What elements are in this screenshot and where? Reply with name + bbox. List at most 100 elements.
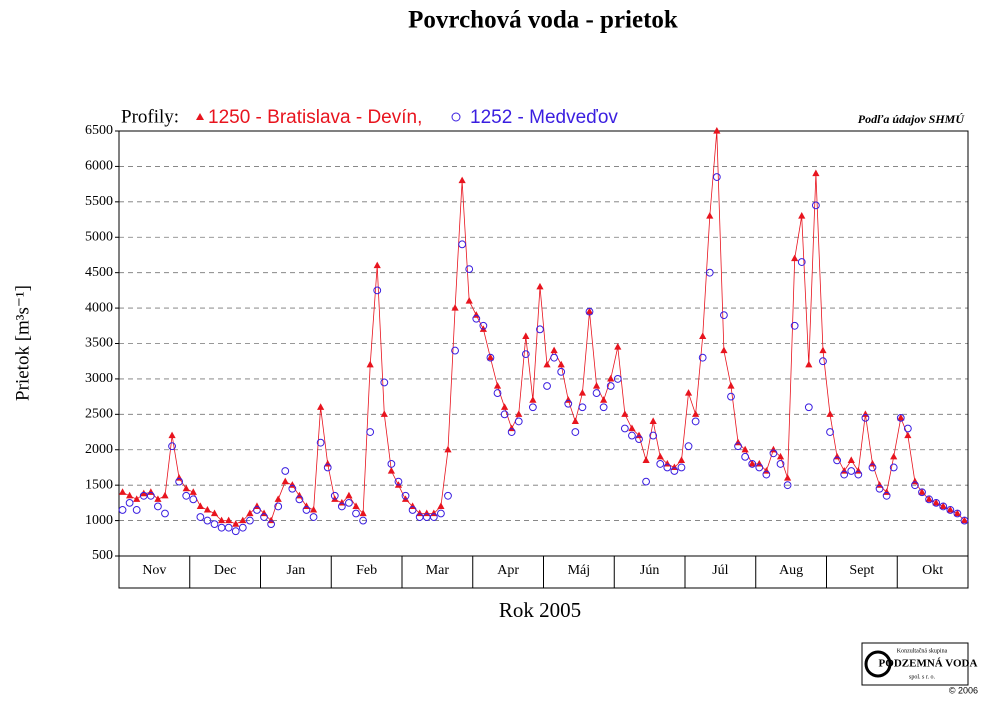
data-point xyxy=(939,502,947,510)
data-point xyxy=(833,456,842,465)
data-point xyxy=(939,502,948,511)
data-point xyxy=(196,513,205,521)
data-point xyxy=(656,460,665,468)
x-tick-label: Okt xyxy=(922,563,943,578)
x-tick-label: Mar xyxy=(426,563,450,578)
data-point xyxy=(932,498,941,507)
data-point xyxy=(345,491,353,499)
data-point xyxy=(515,410,523,417)
data-point xyxy=(705,268,714,277)
data-point xyxy=(260,513,268,521)
y-tick-label: 500 xyxy=(92,548,113,563)
data-point xyxy=(734,442,742,451)
data-point xyxy=(154,495,162,502)
data-point xyxy=(458,240,467,249)
data-point xyxy=(882,491,891,500)
data-point xyxy=(918,488,926,495)
data-point xyxy=(217,523,226,532)
data-point xyxy=(649,417,657,425)
data-point xyxy=(571,417,579,425)
data-point xyxy=(776,452,785,460)
data-point xyxy=(628,431,636,440)
data-point xyxy=(804,403,813,412)
data-point xyxy=(486,353,495,362)
data-point xyxy=(543,382,551,390)
data-point xyxy=(444,445,452,453)
data-point xyxy=(281,467,290,475)
data-point xyxy=(528,403,537,412)
data-point xyxy=(599,403,608,412)
logo-text: spol. s r. o. xyxy=(909,674,936,680)
data-point xyxy=(946,505,954,513)
data-point xyxy=(387,460,396,468)
legend-label: 1250 - Bratislava - Devín, xyxy=(208,107,422,128)
data-point xyxy=(720,346,728,354)
data-point xyxy=(429,513,438,521)
data-point xyxy=(493,389,502,397)
data-point xyxy=(500,410,509,419)
data-point xyxy=(607,374,615,382)
data-point xyxy=(861,413,870,422)
data-point xyxy=(146,491,155,500)
x-tick-label: Júl xyxy=(712,563,728,578)
data-point xyxy=(592,389,601,397)
data-point xyxy=(189,488,197,495)
data-point xyxy=(288,484,297,493)
data-point xyxy=(231,527,240,536)
data-point xyxy=(238,523,247,532)
y-tick-label: 3500 xyxy=(85,336,113,351)
data-point xyxy=(168,431,176,439)
data-point xyxy=(642,477,650,486)
data-point xyxy=(373,286,382,295)
data-point xyxy=(161,509,169,518)
data-point xyxy=(663,463,672,472)
data-point xyxy=(239,516,247,524)
data-point xyxy=(868,463,877,472)
data-point xyxy=(514,417,523,426)
data-point xyxy=(394,481,403,488)
data-point xyxy=(210,509,219,517)
data-point xyxy=(727,392,735,401)
data-point xyxy=(359,516,367,525)
data-point xyxy=(953,509,962,518)
data-point xyxy=(337,502,346,511)
data-point xyxy=(232,520,240,527)
data-point xyxy=(854,470,863,479)
data-point xyxy=(203,516,212,525)
data-point xyxy=(847,456,855,463)
data-point xyxy=(161,491,169,499)
data-point xyxy=(465,297,473,304)
logo-text: Konzultačná skupina xyxy=(897,648,948,654)
data-point xyxy=(783,474,792,481)
data-point xyxy=(401,495,410,502)
data-point xyxy=(826,410,834,417)
data-point xyxy=(691,417,700,426)
data-point xyxy=(330,491,339,500)
data-point xyxy=(684,442,693,451)
y-tick-label: 2000 xyxy=(85,442,113,457)
data-point xyxy=(656,452,664,460)
data-point xyxy=(946,506,955,514)
series xyxy=(118,173,969,536)
data-point xyxy=(529,396,537,403)
x-tick-label: Jún xyxy=(640,563,659,578)
data-point xyxy=(613,375,622,383)
data-point xyxy=(316,438,325,447)
y-tick-label: 6500 xyxy=(85,123,113,138)
data-point xyxy=(903,424,912,433)
data-point xyxy=(819,357,827,366)
data-point xyxy=(154,502,162,511)
data-point xyxy=(359,509,367,517)
data-point xyxy=(677,456,686,463)
data-point xyxy=(118,488,127,495)
data-point xyxy=(932,498,940,506)
data-point xyxy=(352,502,360,510)
source-note: Podľa údajov SHMÚ xyxy=(858,112,966,126)
data-point xyxy=(253,506,261,514)
data-point xyxy=(245,516,254,525)
data-point xyxy=(536,325,544,334)
data-point xyxy=(118,506,127,514)
data-point xyxy=(522,332,530,340)
data-point xyxy=(295,495,304,504)
data-point xyxy=(677,463,686,472)
